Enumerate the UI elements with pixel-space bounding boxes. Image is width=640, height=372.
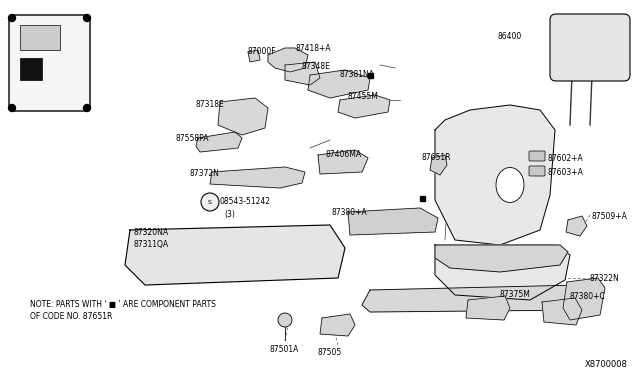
Circle shape bbox=[8, 15, 15, 22]
Bar bbox=[368, 73, 373, 77]
Bar bbox=[20, 58, 42, 80]
Text: 87418+A: 87418+A bbox=[295, 44, 331, 53]
Circle shape bbox=[83, 105, 90, 112]
Bar bbox=[420, 196, 425, 201]
Text: 87380+A: 87380+A bbox=[332, 208, 368, 217]
Text: 87505: 87505 bbox=[318, 348, 342, 357]
Polygon shape bbox=[435, 105, 555, 245]
Polygon shape bbox=[435, 245, 568, 272]
Polygon shape bbox=[362, 285, 590, 312]
Text: 87320NA: 87320NA bbox=[134, 228, 169, 237]
Polygon shape bbox=[285, 62, 320, 85]
Polygon shape bbox=[435, 245, 570, 300]
Text: 87000F: 87000F bbox=[248, 47, 276, 56]
Text: 87455M: 87455M bbox=[348, 92, 379, 101]
Text: OF CODE NO. 87651R: OF CODE NO. 87651R bbox=[30, 312, 113, 321]
Text: 87380+C: 87380+C bbox=[570, 292, 605, 301]
Polygon shape bbox=[196, 132, 242, 152]
FancyBboxPatch shape bbox=[529, 166, 545, 176]
Polygon shape bbox=[542, 298, 582, 325]
Text: X8700008: X8700008 bbox=[585, 360, 628, 369]
Circle shape bbox=[8, 105, 15, 112]
Text: 87372N: 87372N bbox=[190, 169, 220, 178]
Polygon shape bbox=[210, 167, 305, 188]
Polygon shape bbox=[320, 314, 355, 336]
Text: 87509+A: 87509+A bbox=[592, 212, 628, 221]
Text: NOTE: PARTS WITH ' ■ ' ARE COMPONENT PARTS: NOTE: PARTS WITH ' ■ ' ARE COMPONENT PAR… bbox=[30, 300, 216, 309]
Polygon shape bbox=[318, 150, 368, 174]
Polygon shape bbox=[430, 155, 447, 175]
Polygon shape bbox=[218, 98, 268, 135]
Text: 08543-51242: 08543-51242 bbox=[220, 197, 271, 206]
FancyBboxPatch shape bbox=[9, 15, 90, 111]
Polygon shape bbox=[268, 48, 308, 72]
Circle shape bbox=[278, 313, 292, 327]
Polygon shape bbox=[248, 50, 260, 62]
Circle shape bbox=[83, 15, 90, 22]
FancyBboxPatch shape bbox=[550, 14, 630, 81]
Text: 87603+A: 87603+A bbox=[548, 168, 584, 177]
Polygon shape bbox=[566, 216, 587, 236]
Text: 86400: 86400 bbox=[498, 32, 522, 41]
Polygon shape bbox=[348, 208, 438, 235]
Text: 87318E: 87318E bbox=[196, 100, 225, 109]
Text: 87348E: 87348E bbox=[302, 62, 331, 71]
Text: 87322N: 87322N bbox=[590, 274, 620, 283]
Polygon shape bbox=[466, 296, 510, 320]
Polygon shape bbox=[308, 70, 370, 98]
Text: 87406MA: 87406MA bbox=[326, 150, 362, 159]
Text: 87501A: 87501A bbox=[270, 345, 300, 354]
Text: 87651R: 87651R bbox=[422, 153, 451, 162]
Text: 87375M: 87375M bbox=[500, 290, 531, 299]
Text: S: S bbox=[208, 199, 212, 205]
Text: (3): (3) bbox=[224, 210, 235, 219]
Text: 87381NA: 87381NA bbox=[340, 70, 375, 79]
Ellipse shape bbox=[496, 167, 524, 202]
Text: 87602+A: 87602+A bbox=[548, 154, 584, 163]
FancyBboxPatch shape bbox=[529, 151, 545, 161]
Polygon shape bbox=[125, 225, 345, 285]
Polygon shape bbox=[563, 278, 605, 320]
Bar bbox=[20, 25, 60, 50]
Text: 87558PA: 87558PA bbox=[175, 134, 209, 143]
Polygon shape bbox=[338, 95, 390, 118]
Text: 87311QA: 87311QA bbox=[134, 240, 169, 249]
Circle shape bbox=[201, 193, 219, 211]
